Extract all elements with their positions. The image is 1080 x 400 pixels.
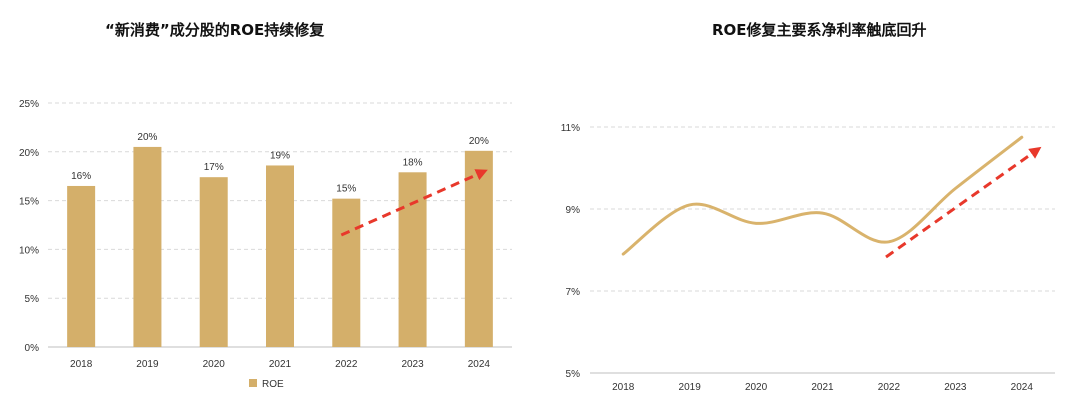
data-label: 17% [204,162,224,173]
net-margin-line-chart: 5% 7% 9% 11% 2018 2019 2020 2021 2022 2023 2024 [561,123,1055,393]
x-tick-label: 2021 [269,359,292,370]
right-chart-title: ROE修复主要系净利率触底回升 [712,21,927,39]
x-tick-label: 2021 [811,382,834,393]
x-tick-label: 2020 [745,382,768,393]
roe-bar-chart: 0% 5% 10% 15% 20% 25% 16% 2018 20% 2019 17% 2020 19%… [19,99,512,390]
bar [133,146,162,347]
y-tick-label: 5% [566,369,581,380]
x-tick-label: 2024 [468,359,491,370]
bar [199,177,228,347]
y-tick-label: 9% [566,205,581,216]
x-tick-label: 2022 [335,359,358,370]
y-tick-label: 15% [19,197,39,208]
bar [266,165,294,347]
x-tick-label: 2019 [679,382,702,393]
bar [332,198,361,347]
data-label: 18% [403,157,423,168]
y-tick-label: 7% [566,287,581,298]
x-tick-label: 2023 [944,382,967,393]
data-label: 19% [270,150,290,161]
bar [67,185,96,347]
x-tick-label: 2019 [136,359,159,370]
x-tick-label: 2020 [203,359,226,370]
data-label: 16% [71,171,91,182]
x-tick-label: 2018 [70,359,93,370]
data-label: 20% [469,136,489,147]
y-tick-label: 0% [25,343,40,354]
bar [464,150,493,347]
x-tick-label: 2022 [878,382,901,393]
net-margin-line [621,135,1024,256]
data-label: 20% [137,132,157,143]
x-tick-label: 2024 [1011,382,1034,393]
x-tick-label: 2018 [612,382,635,393]
y-tick-label: 5% [25,294,40,305]
y-tick-label: 10% [19,245,39,256]
y-tick-label: 20% [19,148,39,159]
trend-arrow [340,169,488,237]
y-tick-label: 25% [19,99,39,110]
data-label: 15% [336,184,356,195]
y-tick-label: 11% [561,123,580,134]
legend-label: ROE [262,379,284,390]
trend-arrow [885,146,1042,259]
legend-swatch [249,379,257,387]
bar [398,172,427,347]
left-chart-title: “新消费”成分股的ROE持续修复 [105,21,325,39]
x-tick-label: 2023 [401,359,424,370]
